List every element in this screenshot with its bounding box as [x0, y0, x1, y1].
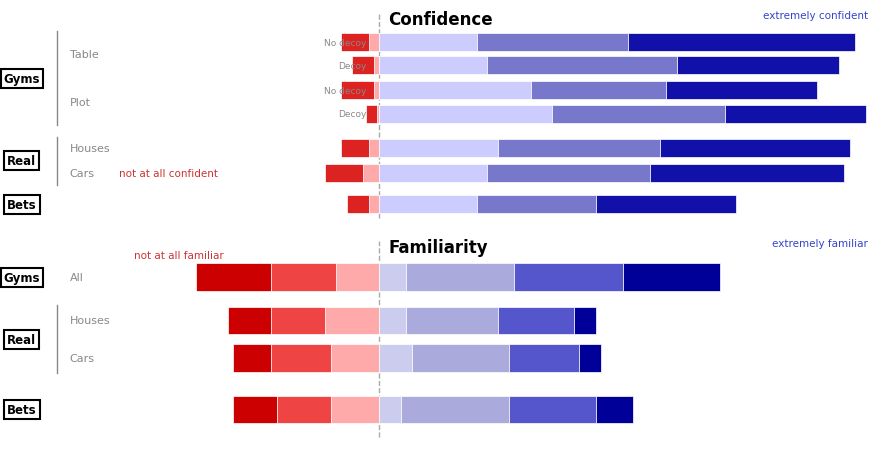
Bar	[596, 196, 736, 214]
Bar	[271, 264, 336, 291]
Text: Plot: Plot	[70, 98, 91, 108]
Bar	[677, 57, 839, 75]
Bar	[330, 344, 379, 372]
Bar	[369, 196, 379, 214]
Bar	[623, 264, 720, 291]
Bar	[228, 307, 271, 334]
Text: Houses: Houses	[70, 144, 111, 154]
Bar	[477, 196, 596, 214]
Bar	[660, 140, 849, 158]
Bar	[374, 57, 379, 75]
Text: All: All	[70, 273, 84, 283]
Bar	[195, 264, 271, 291]
Bar	[379, 165, 487, 183]
Text: Real: Real	[7, 155, 37, 168]
Bar	[377, 106, 379, 124]
Text: Cars: Cars	[70, 169, 95, 179]
Text: No decoy: No decoy	[324, 86, 366, 96]
Bar	[342, 34, 369, 52]
Bar	[379, 34, 477, 52]
Bar	[369, 140, 379, 158]
Text: No decoy: No decoy	[324, 39, 366, 48]
Bar	[574, 307, 596, 334]
Bar	[379, 106, 552, 124]
Bar	[342, 82, 374, 100]
Bar	[379, 140, 498, 158]
Bar	[650, 165, 844, 183]
Text: Table: Table	[70, 50, 99, 60]
Bar	[401, 396, 509, 423]
Bar	[552, 106, 726, 124]
Bar	[352, 57, 374, 75]
Text: Decoy: Decoy	[337, 61, 366, 71]
Bar	[366, 106, 377, 124]
Bar	[596, 396, 633, 423]
Bar	[336, 264, 379, 291]
Bar	[234, 344, 271, 372]
Bar	[379, 307, 406, 334]
Bar	[406, 307, 498, 334]
Bar	[379, 82, 531, 100]
Bar	[363, 165, 379, 183]
Bar	[379, 57, 487, 75]
Text: Bets: Bets	[7, 403, 37, 416]
Bar	[509, 396, 596, 423]
Bar	[369, 34, 379, 52]
Text: Familiarity: Familiarity	[388, 239, 487, 257]
Bar	[477, 34, 628, 52]
Bar	[509, 344, 579, 372]
Bar	[406, 264, 514, 291]
Bar	[487, 57, 677, 75]
Bar	[579, 344, 601, 372]
Bar	[374, 82, 379, 100]
Text: Decoy: Decoy	[337, 110, 366, 119]
Bar	[498, 307, 574, 334]
Bar	[347, 196, 369, 214]
Text: not at all familiar: not at all familiar	[134, 250, 223, 260]
Bar	[276, 396, 330, 423]
Text: Gyms: Gyms	[3, 72, 40, 86]
Text: Confidence: Confidence	[388, 11, 493, 29]
Text: extremely familiar: extremely familiar	[772, 239, 868, 249]
Bar	[726, 106, 866, 124]
Text: not at all confident: not at all confident	[119, 169, 218, 179]
Bar	[531, 82, 666, 100]
Text: extremely confident: extremely confident	[762, 11, 868, 21]
Bar	[666, 82, 817, 100]
Bar	[325, 165, 363, 183]
Text: Houses: Houses	[70, 316, 111, 326]
Text: Real: Real	[7, 333, 37, 346]
Text: Bets: Bets	[7, 198, 37, 211]
Bar	[271, 344, 330, 372]
Bar	[379, 344, 412, 372]
Bar	[325, 307, 379, 334]
Bar	[271, 307, 325, 334]
Bar	[379, 196, 477, 214]
Bar	[234, 396, 276, 423]
Bar	[412, 344, 509, 372]
Bar	[628, 34, 855, 52]
Bar	[330, 396, 379, 423]
Text: Cars: Cars	[70, 353, 95, 363]
Bar	[379, 264, 406, 291]
Bar	[498, 140, 660, 158]
Text: Gyms: Gyms	[3, 271, 40, 284]
Bar	[379, 396, 401, 423]
Bar	[487, 165, 650, 183]
Bar	[342, 140, 369, 158]
Bar	[514, 264, 623, 291]
